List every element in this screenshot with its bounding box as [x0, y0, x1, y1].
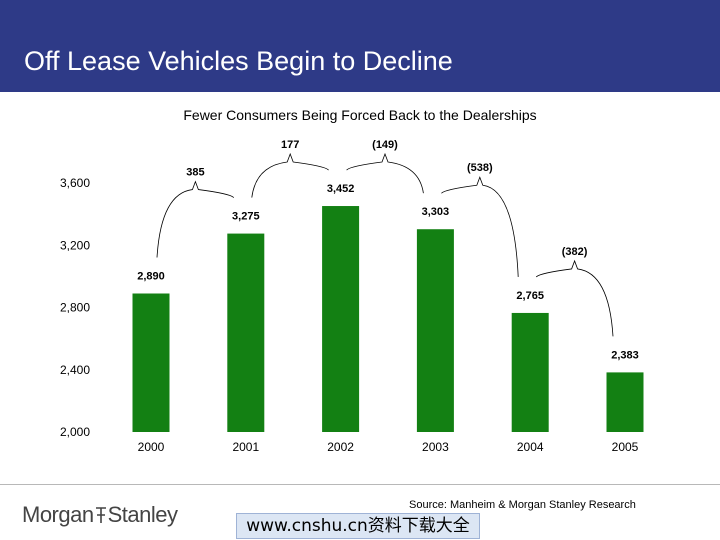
watermark-link[interactable]: www.cnshu.cn资料下载大全 [236, 513, 480, 539]
value-label: 3,452 [327, 183, 355, 195]
logo-mark-icon [95, 507, 106, 523]
y-tick-label: 2,000 [60, 425, 90, 439]
x-tick-label: 2004 [517, 440, 544, 454]
value-label: 2,890 [137, 270, 165, 282]
bar-2004 [511, 312, 549, 432]
change-label: 385 [186, 167, 204, 179]
change-label: 177 [281, 139, 299, 151]
bar-2005 [606, 372, 644, 432]
value-label: 3,275 [232, 211, 260, 223]
bar-2002 [322, 206, 360, 432]
change-brace [535, 259, 614, 337]
change-label: (382) [562, 246, 588, 258]
source-note: Source: Manheim & Morgan Stanley Researc… [409, 499, 636, 511]
value-label: 2,383 [611, 349, 639, 361]
bar-chart: 2,000 2,400 2,800 3,200 3,600 2000 2001 2002 20… [60, 139, 644, 454]
y-tick-label: 2,800 [60, 301, 90, 315]
change-brace [441, 176, 519, 277]
value-label: 2,765 [516, 290, 544, 302]
value-label: 3,303 [422, 206, 450, 218]
x-tick-label: 2001 [232, 440, 259, 454]
change-brace [251, 152, 329, 198]
x-tick-label: 2005 [612, 440, 639, 454]
change-label: (149) [372, 139, 398, 151]
footer-divider [0, 484, 720, 485]
y-tick-label: 3,200 [60, 238, 90, 252]
y-tick-label: 3,600 [60, 176, 90, 190]
bar-2001 [227, 233, 265, 432]
chart-title: Fewer Consumers Being Forced Back to the… [183, 107, 537, 123]
title-bar: Off Lease Vehicles Begin to Decline [0, 0, 720, 92]
x-tick-label: 2000 [138, 440, 165, 454]
change-brace [156, 180, 235, 258]
y-tick-label: 2,400 [60, 363, 90, 377]
change-brace [346, 152, 424, 194]
x-tick-label: 2002 [327, 440, 354, 454]
bar-2000 [132, 293, 170, 432]
change-label: (538) [467, 162, 493, 174]
slide-title: Off Lease Vehicles Begin to Decline [24, 46, 453, 76]
morgan-stanley-logo: Morgan Stanley [22, 502, 178, 527]
x-tick-label: 2003 [422, 440, 449, 454]
bar-2003 [416, 229, 454, 432]
